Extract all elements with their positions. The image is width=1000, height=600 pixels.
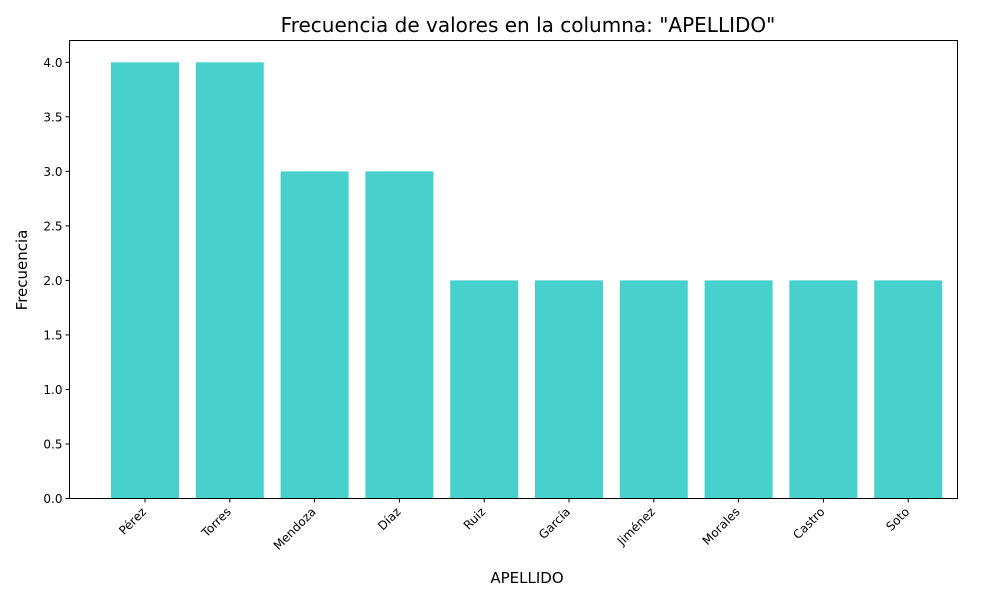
bar-0 xyxy=(111,62,179,499)
chart-title: Frecuencia de valores en la columna: "AP… xyxy=(281,13,776,37)
x-tick-label: García xyxy=(536,505,573,542)
plot-frame xyxy=(69,40,958,499)
y-tick-label: 1.0 xyxy=(43,383,62,397)
bars-group xyxy=(111,62,943,499)
bar-6 xyxy=(619,280,688,499)
x-tick-label: Castro xyxy=(790,505,827,542)
y-tick-label: 2.0 xyxy=(43,274,62,288)
x-tick-label: Ruiz xyxy=(461,505,489,533)
x-tick-label: Díaz xyxy=(375,505,403,533)
y-tick-label: 4.0 xyxy=(43,56,62,70)
x-tick-label: Mendoza xyxy=(271,505,319,553)
bar-9 xyxy=(874,280,943,499)
bar-8 xyxy=(789,280,858,499)
x-tick-label: Soto xyxy=(883,505,912,534)
y-tick-label: 2.5 xyxy=(43,219,62,233)
y-tick-label: 3.5 xyxy=(43,110,62,124)
x-tick-label: Jiménez xyxy=(614,505,658,549)
x-axis: Pérez Torres Mendoza Díaz Ruiz García Jiménez M… xyxy=(116,498,912,553)
bar-1 xyxy=(195,62,264,499)
x-tick-label: Torres xyxy=(198,505,234,541)
y-tick-label: 0.5 xyxy=(43,437,62,451)
x-tick-label: Pérez xyxy=(116,505,149,538)
bar-3 xyxy=(365,171,434,499)
bar-4 xyxy=(450,280,519,499)
x-axis-label: APELLIDO xyxy=(490,569,563,587)
y-tick-label: 0.0 xyxy=(43,492,62,506)
bar-5 xyxy=(535,280,603,499)
y-axis-label: Frecuencia xyxy=(13,230,31,311)
y-tick-label: 1.5 xyxy=(43,328,62,342)
bar-2 xyxy=(280,171,349,499)
y-tick-label: 3.0 xyxy=(43,165,62,179)
y-axis: 0.0 0.5 1.0 1.5 2.0 2.5 3.0 3.5 4.0 xyxy=(43,56,70,506)
x-tick-label: Morales xyxy=(700,505,743,548)
bar-7 xyxy=(704,280,773,499)
